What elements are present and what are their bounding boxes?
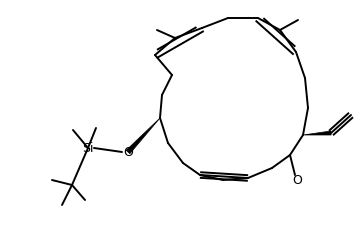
Text: O: O (292, 174, 302, 186)
Text: O: O (123, 145, 133, 158)
Polygon shape (126, 118, 160, 154)
Polygon shape (303, 131, 331, 135)
Text: Si: Si (82, 142, 94, 155)
